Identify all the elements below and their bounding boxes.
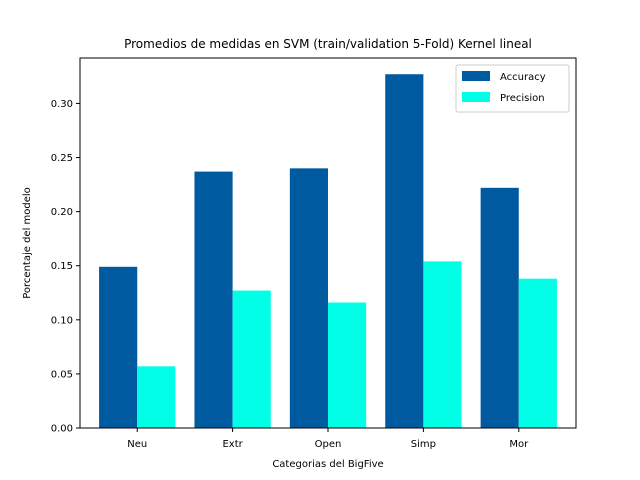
bar-precision-mor <box>518 278 557 428</box>
legend-label-accuracy: Accuracy <box>500 72 546 83</box>
x-tick-label-neu: Neu <box>127 439 147 450</box>
chart-title: Promedios de medidas en SVM (train/valid… <box>124 37 532 51</box>
y-tick-label: 0.20 <box>51 207 73 218</box>
x-tick-label-extr: Extr <box>222 439 243 450</box>
bar-accuracy-open <box>289 168 328 428</box>
legend-label-precision: Precision <box>500 93 545 104</box>
legend-swatch-precision <box>462 92 490 102</box>
bar-precision-simp <box>423 261 462 428</box>
bar-accuracy-mor <box>480 187 519 428</box>
y-tick-label: 0.10 <box>51 315 73 326</box>
y-axis: 0.00 0.05 0.10 0.15 0.20 0.25 0.30 <box>51 99 80 435</box>
y-tick-label: 0.15 <box>51 261 73 272</box>
bar-accuracy-neu <box>99 266 138 428</box>
x-tick-label-simp: Simp <box>411 439 436 450</box>
legend-swatch-accuracy <box>462 71 490 81</box>
y-tick-label: 0.05 <box>51 369 73 380</box>
x-axis: Neu Extr Open Simp Mor <box>127 428 529 450</box>
bar-precision-neu <box>137 366 176 428</box>
y-tick-label: 0.25 <box>51 153 73 164</box>
x-axis-label: Categorias del BigFive <box>272 459 383 470</box>
bar-accuracy-simp <box>385 74 424 428</box>
y-axis-label: Porcentaje del modelo <box>22 187 33 299</box>
x-tick-label-open: Open <box>315 439 342 450</box>
legend: Accuracy Precision <box>455 64 570 113</box>
bar-precision-extr <box>232 290 271 428</box>
bar-precision-open <box>328 302 367 428</box>
y-tick-label: 0.00 <box>51 424 73 435</box>
y-tick-label: 0.30 <box>51 99 73 110</box>
bars-group <box>99 74 557 428</box>
x-tick-label-mor: Mor <box>509 439 529 450</box>
bar-accuracy-extr <box>194 171 233 428</box>
